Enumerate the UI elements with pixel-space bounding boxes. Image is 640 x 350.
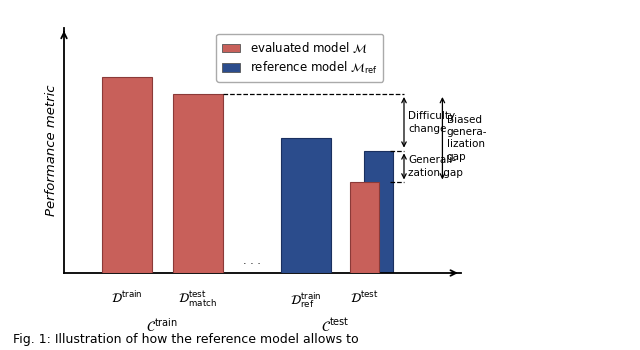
Text: Biased
genera-
lization
gap: Biased genera- lization gap (447, 115, 487, 162)
Text: $\mathcal{D}^{\mathrm{test}}_{\mathrm{match}}$: $\mathcal{D}^{\mathrm{test}}_{\mathrm{ma… (178, 290, 217, 309)
Bar (173, 94, 223, 273)
Bar (281, 138, 332, 273)
Text: $\mathcal{D}^{\mathrm{train}}_{\mathrm{ref}}$: $\mathcal{D}^{\mathrm{train}}_{\mathrm{r… (291, 290, 322, 310)
Text: Generali-
zation gap: Generali- zation gap (408, 155, 463, 178)
Text: . . .: . . . (243, 256, 261, 266)
Legend: evaluated model $\mathcal{M}$, reference model $\mathcal{M}_{\mathrm{ref}}$: evaluated model $\mathcal{M}$, reference… (216, 34, 383, 82)
Text: Difficulty
change: Difficulty change (408, 111, 455, 133)
Text: $\mathcal{C}^{\mathrm{train}}$: $\mathcal{C}^{\mathrm{train}}$ (146, 317, 178, 335)
Y-axis label: Performance metric: Performance metric (45, 85, 58, 216)
Bar (102, 77, 152, 273)
Bar (364, 150, 393, 273)
Text: $\mathcal{C}^{\mathrm{test}}$: $\mathcal{C}^{\mathrm{test}}$ (321, 317, 349, 335)
Text: $\mathcal{D}^{\mathrm{train}}$: $\mathcal{D}^{\mathrm{train}}$ (111, 290, 143, 306)
Bar (350, 182, 380, 273)
Text: $\mathcal{D}^{\mathrm{test}}$: $\mathcal{D}^{\mathrm{test}}$ (350, 290, 379, 306)
Text: Fig. 1: Illustration of how the reference model allows to: Fig. 1: Illustration of how the referenc… (13, 334, 358, 346)
